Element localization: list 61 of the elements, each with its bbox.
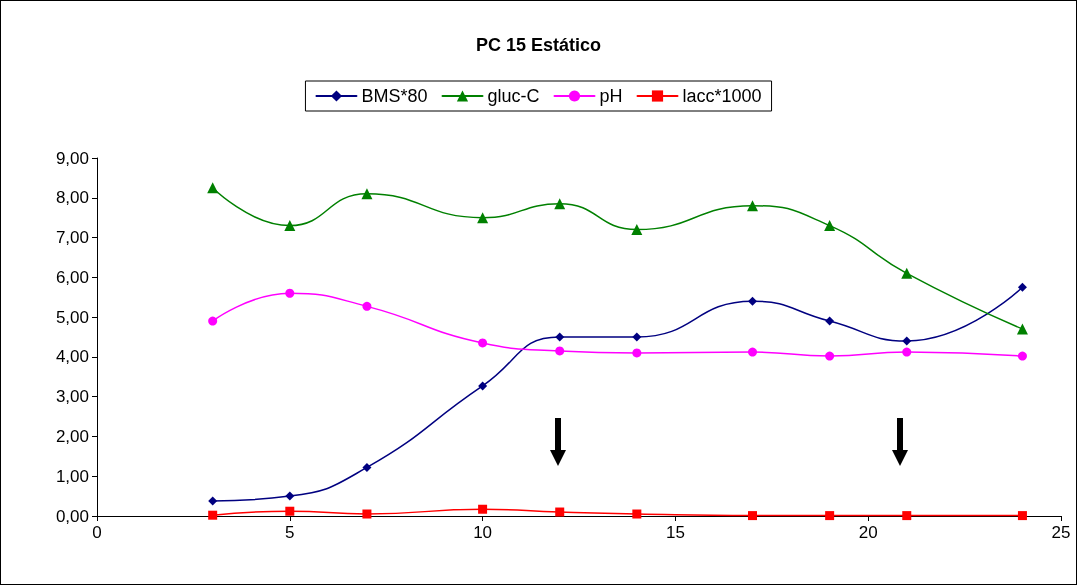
y-tick-label: 2,00 [55,426,89,446]
y-tick-label: 6,00 [55,267,89,287]
y-tick-label: 8,00 [55,188,89,208]
x-tick-label: 10 [473,523,493,542]
legend-label: lacc*1000 [682,86,762,106]
point [362,301,372,311]
y-tick-label: 3,00 [55,387,89,407]
point [825,316,835,326]
point [902,347,912,357]
point [208,316,218,326]
point [748,296,758,306]
point [362,509,372,519]
point [554,198,566,210]
point [208,510,218,520]
point [284,220,296,232]
point [631,224,643,236]
point [825,351,835,361]
point [1017,282,1027,292]
point [748,511,758,521]
y-tick-label: 7,00 [55,228,89,248]
point [555,332,565,342]
legend-label: BMS*80 [361,86,428,106]
point [208,496,218,506]
y-tick-label: 4,00 [55,347,89,367]
x-tick-label: 15 [665,523,685,542]
point [478,338,488,348]
point [632,348,642,358]
point [285,506,295,516]
point [362,462,372,472]
point [1017,511,1027,521]
point [748,347,758,357]
point [1016,323,1028,335]
y-tick-label: 1,00 [55,466,89,486]
y-tick-label: 0,00 [55,506,89,526]
legend-label: pH [599,86,623,106]
x-tick-label: 20 [858,523,878,542]
point [901,267,913,279]
point [632,332,642,342]
y-tick-label: 9,00 [55,148,89,168]
point [902,511,912,521]
point [632,509,642,519]
point [285,288,295,298]
chart-title: PC 15 Estático [475,35,602,55]
point [477,212,489,224]
y-tick-label: 5,00 [55,307,89,327]
point [825,511,835,521]
point [207,182,219,194]
x-tick-label: 25 [1051,523,1071,542]
point [1017,351,1027,361]
point [285,491,295,501]
x-tick-label: 0 [92,523,102,542]
point [478,504,488,514]
point [361,188,373,200]
x-tick-label: 5 [285,523,295,542]
point [747,200,759,212]
point [555,507,565,517]
legend-label: gluc-C [487,86,540,106]
point [478,381,488,391]
point [824,220,836,232]
point [555,346,565,356]
point [902,336,912,346]
